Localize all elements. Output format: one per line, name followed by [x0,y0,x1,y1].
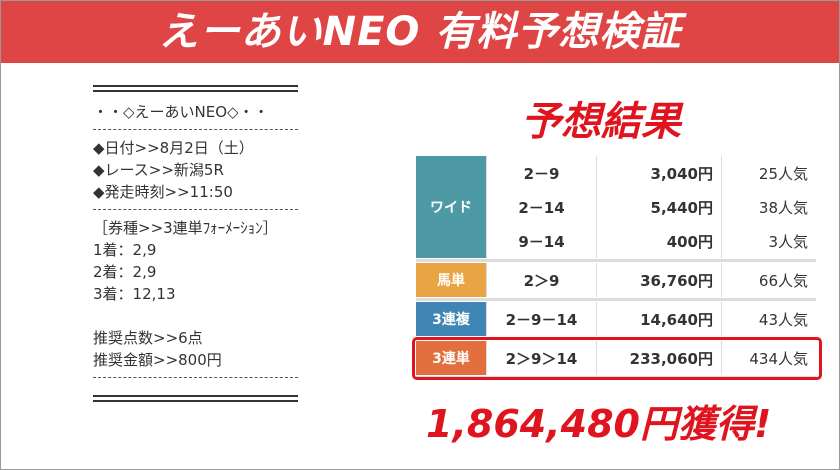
payout: 400円 [596,224,721,258]
combination: 2－14 [486,190,596,224]
payout: 14,640円 [596,302,721,336]
dash-rule [93,377,298,378]
payout: 3,040円 [596,156,721,190]
result-title: 予想結果 [521,99,681,145]
popularity: 434人気 [721,341,816,375]
dash-rule [93,209,298,210]
double-rule [93,395,298,402]
ticket-type: 馬単 [416,263,486,297]
ticket-type: 3連複 [416,302,486,336]
double-rule [93,85,298,92]
ticket-type: 3連単 [416,341,486,375]
popularity: 38人気 [721,190,816,224]
popularity: 66人気 [721,263,816,297]
total: 1,864,480円獲得! [426,402,772,446]
highlight-box [412,337,822,380]
memo-line: ◆発走時刻>>11:50 [93,183,233,201]
row-separator [416,259,816,262]
payout: 36,760円 [596,263,721,297]
row-separator [416,298,816,301]
memo-line: 推奨点数>>6点 [93,329,203,347]
memo-line: 1着：2,9 [93,241,157,259]
banner-title: えーあいNEO 有料予想検証 [158,9,682,55]
memo-line: ・・◇えーあいNEO◇・・ [93,103,269,121]
combination: 2－9 [486,156,596,190]
memo-line: 3着：12,13 [93,285,176,303]
payout: 233,060円 [596,341,721,375]
banner: えーあいNEO 有料予想検証 [1,1,839,63]
combination: 2＞9＞14 [486,341,596,375]
popularity: 43人気 [721,302,816,336]
memo-line: ［券種>>3連単ﾌｫｰﾒｰｼｮﾝ］ [93,219,278,237]
popularity: 25人気 [721,156,816,190]
combination: 2＞9 [486,263,596,297]
combination: 9－14 [486,224,596,258]
memo-line: ◆日付>>8月2日（土） [93,139,254,157]
popularity: 3人気 [721,224,816,258]
memo-line: 推奨金額>>800円 [93,351,222,369]
payout: 5,440円 [596,190,721,224]
memo-line: 2着：2,9 [93,263,157,281]
dash-rule [93,129,298,130]
memo-line: ◆レース>>新潟5R [93,161,224,179]
ticket-type: ワイド [416,156,486,258]
combination: 2－9－14 [486,302,596,336]
